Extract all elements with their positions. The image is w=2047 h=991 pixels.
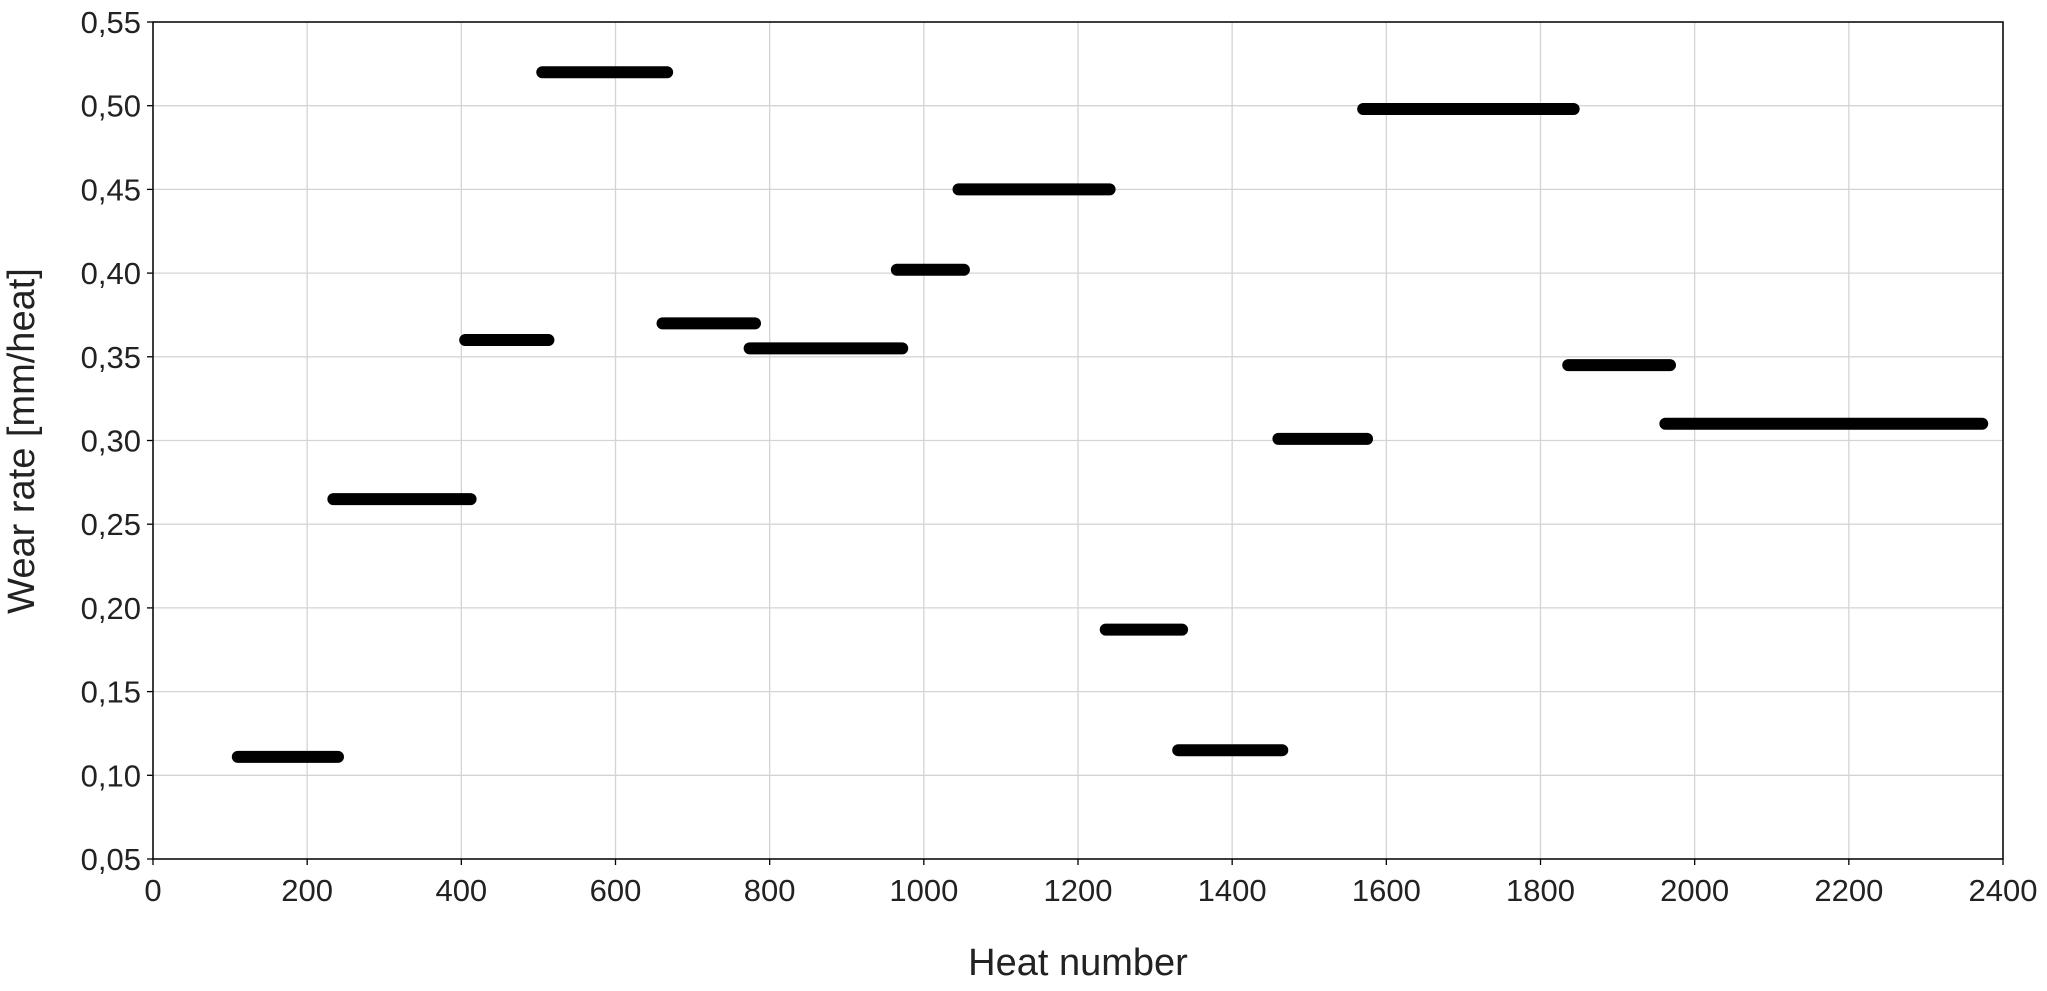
y-tick-label: 0,15 [81,675,141,710]
x-tick-label: 1800 [1506,873,1575,908]
y-axis-title: Wear rate [mm/heat] [1,268,43,614]
x-tick-label: 600 [590,873,642,908]
x-tick-label: 2400 [1969,873,2038,908]
plot-frame [152,21,2004,860]
y-tick-label: 0,20 [81,591,141,626]
y-tick-label: 0,10 [81,758,141,793]
x-tick-label: 200 [281,873,333,908]
y-tick-label: 0,55 [81,5,141,40]
x-tick-label: 1000 [889,873,958,908]
x-tick-label: 800 [744,873,796,908]
y-tick-label: 0,45 [81,172,141,207]
x-tick-label: 1200 [1044,873,1113,908]
x-tick-label: 2000 [1660,873,1729,908]
y-tick-label: 0,50 [81,89,141,124]
x-tick-label: 1400 [1198,873,1267,908]
y-tick-label: 0,30 [81,424,141,459]
y-tick-label: 0,05 [81,842,141,877]
x-tick-label: 2200 [1814,873,1883,908]
y-tick-label: 0,35 [81,340,141,375]
x-tick-label: 1600 [1352,873,1421,908]
y-tick-label: 0,40 [81,256,141,291]
x-tick-label: 400 [435,873,487,908]
x-axis-title: Heat number [968,942,1188,984]
x-tick-label: 0 [144,873,161,908]
y-tick-label: 0,25 [81,507,141,542]
